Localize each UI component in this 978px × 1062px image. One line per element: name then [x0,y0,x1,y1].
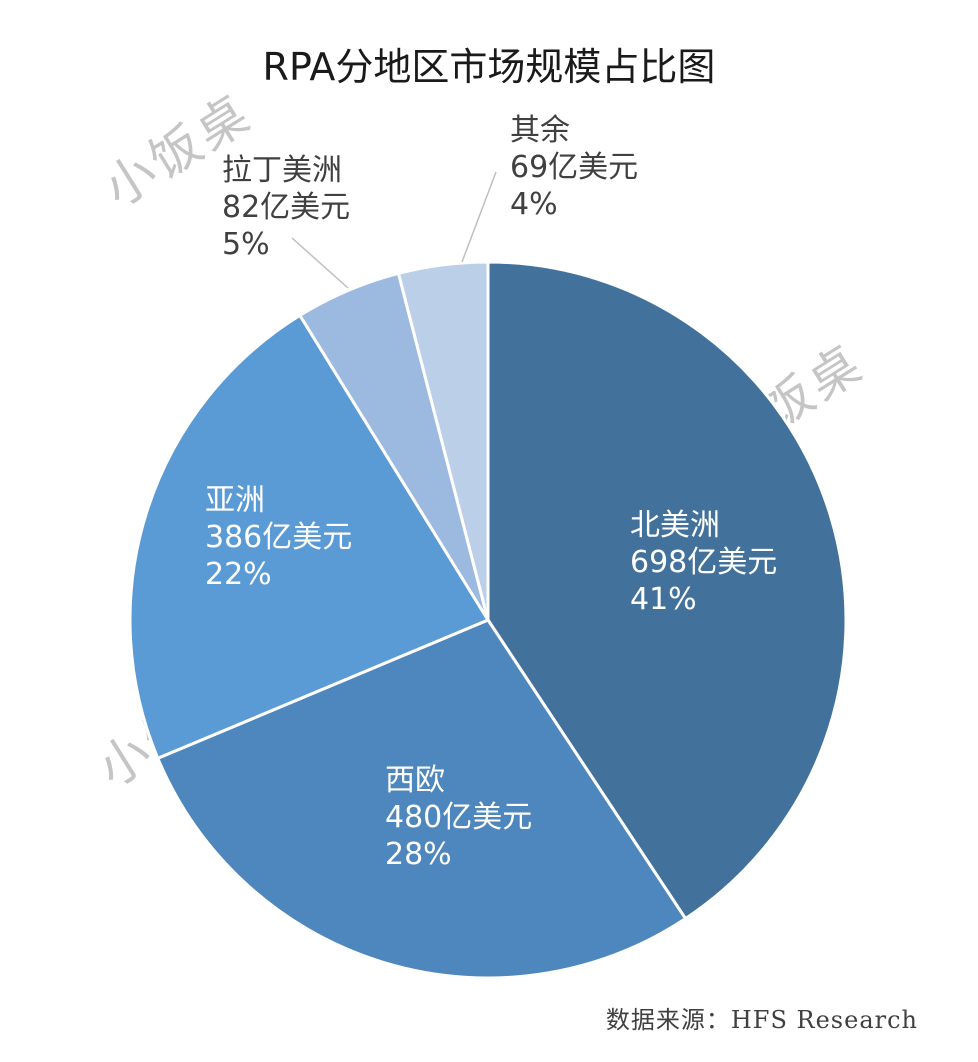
chart-title: RPA分地区市场规模占比图 [262,45,716,89]
slice-percent-4: 4% [510,187,558,222]
slice-amount-3: 82亿美元 [222,190,350,225]
slice-name-0: 北美洲 [630,508,720,543]
slice-percent-3: 5% [222,227,270,262]
pie-slice-4 [396,260,490,621]
leader-line-4 [461,171,497,263]
slice-name-3: 拉丁美洲 [222,153,342,188]
data-source: 数据来源：HFS Research [605,1006,918,1034]
slice-amount-0: 698亿美元 [630,545,777,580]
slice-name-4: 其余 [510,113,570,148]
slice-label-3: 拉丁美洲 82亿美元 5% [222,153,350,262]
slice-label-4: 其余 69亿美元 4% [510,113,638,222]
slice-label-0: 北美洲 698亿美元 41% [630,508,777,617]
leader-line-3 [291,237,349,289]
slice-name-2: 亚洲 [205,483,265,518]
slice-name-1: 西欧 [385,763,445,798]
slice-label-1: 西欧 480亿美元 28% [385,763,532,872]
slice-label-2: 亚洲 386亿美元 22% [205,483,352,592]
slice-percent-2: 22% [205,557,272,592]
slice-amount-4: 69亿美元 [510,150,638,185]
slice-amount-2: 386亿美元 [205,520,352,555]
pie-slice-2 [128,313,491,761]
slice-percent-0: 41% [630,582,697,617]
slice-amount-1: 480亿美元 [385,800,532,835]
pie-slice-1 [155,618,688,980]
slice-percent-1: 28% [385,837,452,872]
